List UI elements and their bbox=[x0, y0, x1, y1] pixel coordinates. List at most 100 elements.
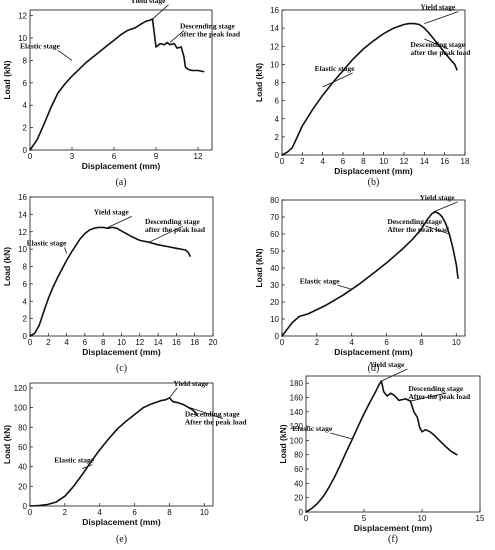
stage-annotation: Yield stage bbox=[131, 0, 167, 5]
annotation-arrow bbox=[433, 201, 458, 213]
y-tick-label: 120 bbox=[14, 384, 28, 393]
y-tick-label: 0 bbox=[23, 332, 28, 341]
chart-panel: 0 3 6 9 12 0 2 4 6 8 10 12 Displacement (mm) Load (kN… bbox=[2, 0, 241, 188]
y-tick-label: 180 bbox=[290, 379, 304, 388]
x-tick-label: 8 bbox=[419, 338, 424, 347]
y-axis-label: Load (kN) bbox=[254, 63, 264, 102]
y-tick-label: 50 bbox=[270, 247, 279, 256]
y-axis-label: Load (kN) bbox=[2, 60, 12, 99]
chart-panel: 0 2 4 6 8 10 0 10 20 30 40 50 60 70 80 Displacement (mm… bbox=[254, 193, 466, 374]
annotation-arrow bbox=[152, 4, 169, 20]
y-axis-label: Load (kN) bbox=[2, 425, 12, 464]
x-tick-label: 16 bbox=[440, 157, 449, 166]
y-tick-label: 10 bbox=[270, 315, 279, 324]
stage-annotation: Descending stage bbox=[408, 384, 463, 393]
y-tick-label: 0 bbox=[275, 332, 280, 341]
y-tick-label: 140 bbox=[290, 408, 304, 417]
y-tick-label: 14 bbox=[270, 24, 279, 33]
y-tick-label: 60 bbox=[294, 465, 303, 474]
panel-caption: (c) bbox=[116, 363, 127, 374]
annotation-arrow bbox=[64, 247, 67, 254]
plot-frame bbox=[281, 9, 466, 156]
x-tick-label: 6 bbox=[83, 338, 88, 347]
y-axis-label: Load (kN) bbox=[2, 247, 12, 286]
y-tick-label: 100 bbox=[14, 404, 28, 413]
x-tick-label: 0 bbox=[304, 514, 309, 523]
y-axis-label: Load (kN) bbox=[254, 248, 264, 287]
x-tick-label: 0 bbox=[28, 152, 33, 161]
panel-caption: (e) bbox=[116, 534, 127, 545]
x-tick-label: 6 bbox=[341, 157, 346, 166]
annotation-arrow bbox=[381, 368, 408, 382]
y-tick-label: 10 bbox=[18, 245, 27, 254]
x-axis-label: Displacement (mm) bbox=[334, 347, 413, 357]
y-tick-label: 10 bbox=[18, 34, 27, 43]
stage-annotation: Yield stage bbox=[369, 360, 405, 369]
stage-annotation: Elastic stage bbox=[20, 41, 60, 50]
y-tick-label: 4 bbox=[23, 297, 28, 306]
x-tick-label: 20 bbox=[209, 338, 218, 347]
x-tick-label: 5 bbox=[362, 514, 367, 523]
y-tick-label: 60 bbox=[270, 230, 279, 239]
stage-annotation: After the peak load bbox=[387, 225, 450, 234]
y-tick-label: 60 bbox=[18, 443, 27, 452]
x-tick-label: 10 bbox=[117, 338, 126, 347]
x-tick-label: 6 bbox=[384, 338, 389, 347]
stage-annotation: Elastic stage bbox=[292, 424, 332, 433]
chart-panel: 0 2 4 6 8 10 12 14 16 18 20 0 2 4 6 8 10 12 14 16 Displaceme… bbox=[2, 193, 218, 374]
y-tick-label: 40 bbox=[18, 463, 27, 472]
x-axis-label: Displacement (mm) bbox=[334, 166, 413, 176]
stage-annotation: Elastic stage bbox=[54, 456, 94, 465]
x-axis-label: Displacement (mm) bbox=[82, 347, 161, 357]
annotation-arrow bbox=[186, 406, 223, 419]
x-tick-label: 3 bbox=[70, 152, 75, 161]
plot-frame bbox=[29, 382, 214, 507]
load-displacement-curve bbox=[29, 226, 191, 337]
stage-annotation: Descending stage bbox=[387, 217, 442, 226]
stage-annotation: after the peak load bbox=[180, 29, 241, 38]
x-tick-label: 6 bbox=[132, 508, 137, 517]
annotation-arrow bbox=[425, 225, 450, 235]
panel-caption: (b) bbox=[368, 177, 380, 188]
x-tick-label: 4 bbox=[64, 338, 69, 347]
y-tick-label: 6 bbox=[23, 79, 28, 88]
y-tick-label: 2 bbox=[275, 133, 280, 142]
annotation-arrow bbox=[322, 72, 353, 88]
x-tick-label: 0 bbox=[28, 338, 33, 347]
x-tick-label: 2 bbox=[63, 508, 68, 517]
annotation-arrow bbox=[169, 30, 185, 43]
x-axis-label: Displacement (mm) bbox=[82, 161, 161, 171]
load-displacement-curve bbox=[29, 18, 205, 151]
y-tick-label: 4 bbox=[275, 115, 280, 124]
y-tick-label: 16 bbox=[270, 6, 279, 15]
y-tick-label: 80 bbox=[270, 196, 279, 205]
annotation-arrow bbox=[424, 38, 449, 50]
x-tick-label: 9 bbox=[154, 152, 159, 161]
stage-annotation: After the peak load bbox=[185, 418, 248, 427]
x-tick-label: 6 bbox=[112, 152, 117, 161]
annotation-arrow bbox=[410, 392, 447, 402]
y-tick-label: 0 bbox=[23, 146, 28, 155]
y-tick-label: 2 bbox=[23, 315, 28, 324]
load-displacement-curve bbox=[281, 211, 459, 337]
y-axis-label: Load (kN) bbox=[278, 424, 288, 463]
y-tick-label: 100 bbox=[290, 436, 304, 445]
y-tick-label: 12 bbox=[18, 228, 27, 237]
y-tick-label: 120 bbox=[290, 422, 304, 431]
x-tick-label: 14 bbox=[420, 157, 429, 166]
stage-annotation: Descending stage bbox=[185, 410, 240, 419]
stage-annotation: after the peak load bbox=[410, 48, 471, 57]
y-tick-label: 14 bbox=[18, 210, 27, 219]
stage-annotation: Yield stage bbox=[420, 193, 456, 202]
stage-annotation: Yield stage bbox=[173, 379, 209, 388]
x-tick-label: 15 bbox=[476, 514, 485, 523]
x-tick-label: 4 bbox=[320, 157, 325, 166]
x-axis-label: Displacement (mm) bbox=[354, 523, 433, 533]
y-tick-label: 40 bbox=[270, 264, 279, 273]
x-tick-label: 14 bbox=[154, 338, 163, 347]
y-tick-label: 20 bbox=[18, 482, 27, 491]
y-tick-label: 0 bbox=[275, 151, 280, 160]
x-tick-label: 2 bbox=[300, 157, 305, 166]
